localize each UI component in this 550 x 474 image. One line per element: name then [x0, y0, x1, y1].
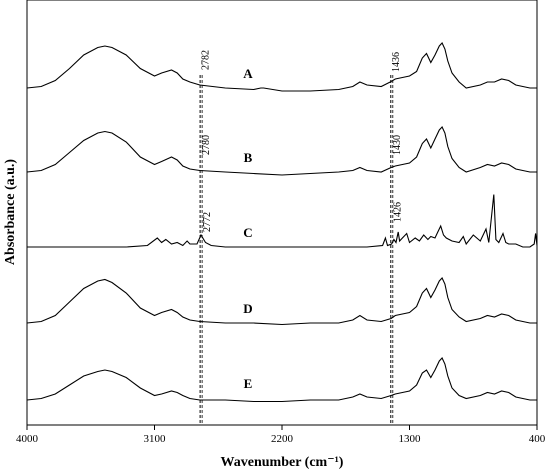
- series-line-E: [26, 357, 537, 403]
- annotation-C-2772: 2772: [202, 212, 213, 232]
- annotation-B-1430: 1430: [392, 135, 403, 155]
- series-label-C: C: [243, 225, 252, 240]
- series-label-A: A: [243, 66, 253, 81]
- series-line-B: [26, 126, 537, 176]
- x-axis-title: Wavenumber (cm⁻¹): [221, 455, 344, 470]
- series-label-D: D: [243, 301, 252, 316]
- annotation-C-1426: 1426: [393, 202, 404, 222]
- x-tick-label-2200: 2200: [271, 433, 294, 445]
- plot-frame: [26, 0, 538, 426]
- annotation-layer: 2782 1436 2780 1430 2772 1426: [201, 50, 404, 232]
- series-layer: [26, 42, 538, 403]
- x-tick-label-1300: 1300: [399, 433, 422, 445]
- x-tick-label-3100: 3100: [144, 433, 167, 445]
- reference-lines: [199, 75, 394, 425]
- series-line-C: [27, 194, 538, 248]
- annotation-A-2782: 2782: [201, 50, 212, 70]
- series-line-D: [26, 277, 537, 326]
- annotation-B-2780: 2780: [201, 135, 212, 155]
- y-axis-title: Absorbance (a.u.): [3, 159, 18, 266]
- series-label-E: E: [244, 376, 253, 391]
- label-layer: A B C D E: [243, 66, 253, 391]
- x-tick-label-400: 400: [529, 433, 546, 445]
- x-tick-label-4000: 4000: [16, 433, 39, 445]
- series-label-B: B: [244, 150, 253, 165]
- series-line-A: [26, 42, 537, 92]
- annotation-A-1436: 1436: [391, 52, 402, 72]
- x-axis-ticks: 4000 3100 2200 1300 400: [16, 425, 546, 445]
